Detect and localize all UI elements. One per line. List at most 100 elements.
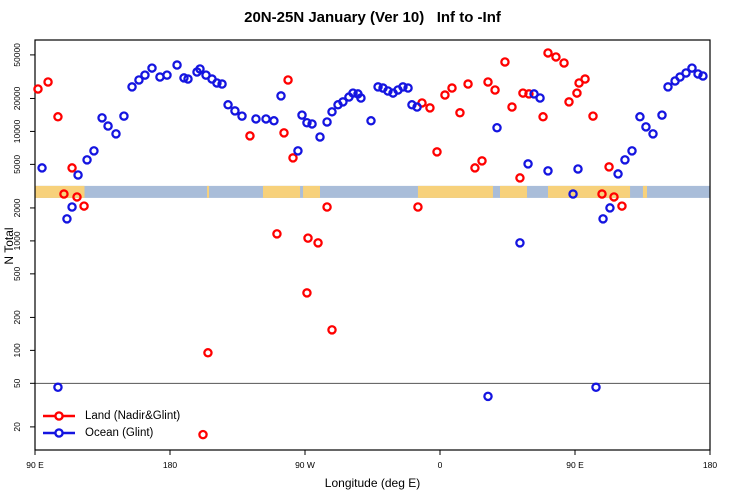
x-tick-label: 0 [438, 460, 443, 470]
data-point-ocean [307, 119, 317, 129]
data-point-ocean [212, 78, 222, 88]
data-point-ocean [613, 169, 623, 179]
data-point-ocean [179, 73, 189, 83]
data-point-ocean [573, 164, 583, 174]
y-tick-label: 100 [12, 343, 22, 357]
data-point-land [59, 189, 69, 199]
y-tick-label: 200 [12, 310, 22, 324]
x-tick-label: 90 W [295, 460, 315, 470]
legend-item-ocean: Ocean (Glint) [42, 424, 180, 441]
data-point-ocean [492, 123, 502, 133]
data-point-ocean [635, 112, 645, 122]
data-point-ocean [119, 111, 129, 121]
map-band-land-segment [263, 185, 301, 198]
data-point-land [524, 89, 534, 99]
data-point-ocean [172, 60, 182, 70]
y-tick-label: 20000 [12, 86, 22, 110]
data-point-ocean [620, 155, 630, 165]
data-point-land [559, 58, 569, 68]
data-point-land [490, 85, 500, 95]
data-point-land [564, 97, 574, 107]
x-tick-label: 180 [163, 460, 177, 470]
data-point-land [279, 128, 289, 138]
x-axis-title: Longitude (deg E) [324, 476, 421, 490]
data-point-land [572, 88, 582, 98]
y-tick-label: 50000 [12, 43, 22, 67]
data-point-land [588, 111, 598, 121]
data-point-ocean [195, 64, 205, 74]
data-point-land [272, 229, 282, 239]
data-point-ocean [237, 111, 247, 121]
data-point-land [551, 52, 561, 62]
data-point-land [617, 201, 627, 211]
data-point-land [72, 192, 82, 202]
data-point-ocean [338, 97, 348, 107]
data-point-ocean [293, 146, 303, 156]
y-axis-title: N Total [2, 227, 16, 265]
data-point-ocean [82, 155, 92, 165]
data-point-ocean [103, 121, 113, 131]
map-band-land-segment [303, 185, 320, 198]
data-point-ocean [269, 116, 279, 126]
data-point-land [313, 238, 323, 248]
data-point-land [440, 90, 450, 100]
data-point-ocean [483, 391, 493, 402]
data-point-ocean [111, 129, 121, 139]
data-point-ocean [543, 166, 553, 176]
data-point-land [455, 108, 465, 118]
page-title: 20N-25N January (Ver 10) Inf to -Inf [244, 9, 501, 26]
data-point-ocean [698, 71, 708, 81]
map-band-ocean [35, 185, 710, 198]
data-point-ocean [356, 93, 366, 103]
data-point-ocean [73, 170, 83, 180]
data-point-ocean [140, 70, 150, 80]
data-point-land [327, 325, 337, 335]
data-point-ocean [322, 117, 332, 127]
data-point-land [538, 112, 548, 122]
data-point-ocean [97, 113, 107, 123]
y-tick-label: 20 [12, 422, 22, 432]
y-tick-label: 50 [12, 378, 22, 388]
data-point-land [580, 74, 590, 84]
data-point-ocean [641, 122, 651, 132]
data-point-ocean [217, 79, 227, 89]
data-point-land [500, 57, 510, 67]
data-point-ocean [37, 163, 47, 173]
data-point-ocean [327, 107, 337, 117]
data-point-land [198, 429, 208, 440]
data-point-ocean [297, 110, 307, 120]
data-point-land [515, 173, 525, 183]
data-point-land [609, 192, 619, 202]
data-point-ocean [398, 82, 408, 92]
data-point-ocean [261, 114, 271, 124]
data-point-land [597, 189, 607, 199]
data-point-ocean [693, 69, 703, 79]
data-point-land [432, 147, 442, 157]
data-point-land [203, 348, 213, 358]
data-point-ocean [663, 82, 673, 92]
data-point-ocean [62, 214, 72, 224]
data-point-ocean [591, 382, 601, 393]
data-point-ocean [162, 70, 172, 80]
data-point-ocean [276, 91, 286, 101]
data-point-land [43, 77, 53, 87]
data-point-ocean [535, 93, 545, 103]
data-point-ocean [230, 106, 240, 116]
data-point-ocean [403, 83, 413, 93]
y-tick-label: 2000 [12, 198, 22, 217]
data-point-ocean [147, 63, 157, 73]
data-point-land [463, 79, 473, 89]
legend: Land (Nadir&Glint) Ocean (Glint) [42, 407, 180, 441]
data-point-ocean [523, 159, 533, 169]
data-point-land [288, 153, 298, 163]
data-point-land [543, 48, 553, 58]
data-point-ocean [648, 129, 658, 139]
data-point-land [507, 102, 517, 112]
plot-frame [34, 39, 711, 451]
data-point-ocean [53, 382, 63, 393]
data-point-ocean [681, 68, 691, 78]
data-point-ocean [605, 203, 615, 213]
data-point-ocean [687, 63, 697, 73]
